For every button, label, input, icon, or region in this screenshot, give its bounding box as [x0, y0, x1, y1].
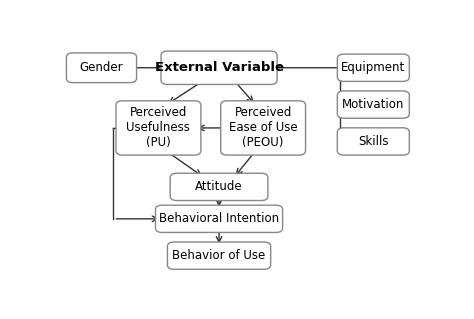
- Text: Behavioral Intention: Behavioral Intention: [159, 212, 279, 225]
- Text: Skills: Skills: [358, 135, 389, 148]
- FancyBboxPatch shape: [337, 54, 410, 81]
- Text: Perceived
Ease of Use
(PEOU): Perceived Ease of Use (PEOU): [229, 107, 298, 149]
- FancyBboxPatch shape: [161, 51, 277, 85]
- FancyBboxPatch shape: [167, 242, 271, 269]
- Text: Gender: Gender: [80, 61, 123, 74]
- FancyBboxPatch shape: [337, 91, 410, 118]
- Text: External Variable: External Variable: [155, 61, 283, 74]
- Text: Motivation: Motivation: [342, 98, 404, 111]
- FancyBboxPatch shape: [155, 205, 283, 233]
- Text: Attitude: Attitude: [195, 180, 243, 193]
- FancyBboxPatch shape: [116, 101, 201, 155]
- Text: Perceived
Usefulness
(PU): Perceived Usefulness (PU): [127, 107, 191, 149]
- Text: Behavior of Use: Behavior of Use: [173, 249, 265, 262]
- FancyBboxPatch shape: [221, 101, 306, 155]
- FancyBboxPatch shape: [66, 53, 137, 83]
- Text: Equipment: Equipment: [341, 61, 405, 74]
- FancyBboxPatch shape: [337, 128, 410, 155]
- FancyBboxPatch shape: [170, 173, 268, 201]
